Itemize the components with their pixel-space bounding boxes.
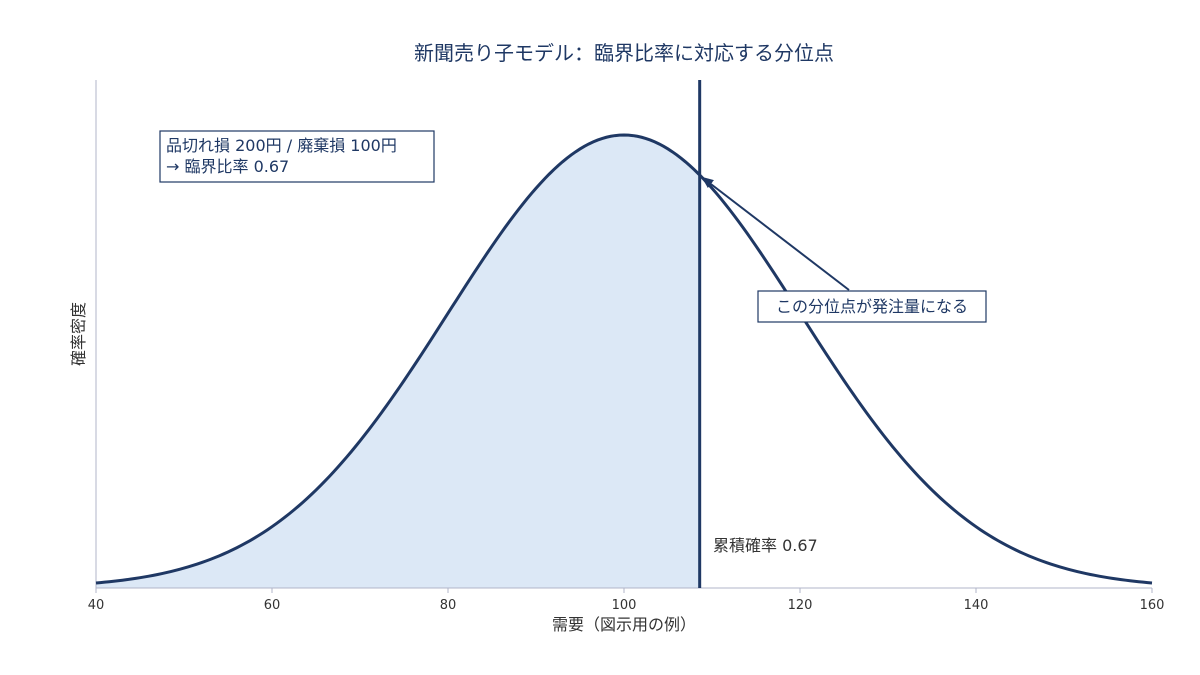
arrow-label: この分位点が発注量になる [776, 297, 968, 316]
y-axis-label: 確率密度 [69, 302, 88, 366]
cost-box-line2: → 臨界比率 0.67 [166, 157, 289, 176]
arrow-label-frame [757, 290, 987, 323]
shaded-area [96, 135, 700, 588]
x-tick-label: 140 [964, 598, 989, 613]
x-tick-label: 120 [788, 598, 813, 613]
x-tick-label: 80 [440, 598, 457, 613]
cumulative-label: 累積確率 0.67 [713, 536, 818, 555]
x-tick-label: 40 [88, 598, 105, 613]
chart-title: 新聞売り子モデル：臨界比率に対応する分位点 [414, 41, 834, 65]
x-axis-label: 需要（図示用の例） [552, 615, 696, 634]
cost-box-frame [159, 130, 435, 183]
density-curve [95, 133, 1153, 585]
annotation-arrow [701, 176, 850, 291]
x-tick-label: 60 [264, 598, 281, 613]
x-tick-label: 100 [612, 598, 637, 613]
cost-box-line1: 品切れ損 200円 / 廃棄損 100円 [166, 136, 397, 155]
x-ticks: 40 60 80 100 120 140 160 [88, 588, 1165, 613]
x-tick-label: 160 [1140, 598, 1165, 613]
